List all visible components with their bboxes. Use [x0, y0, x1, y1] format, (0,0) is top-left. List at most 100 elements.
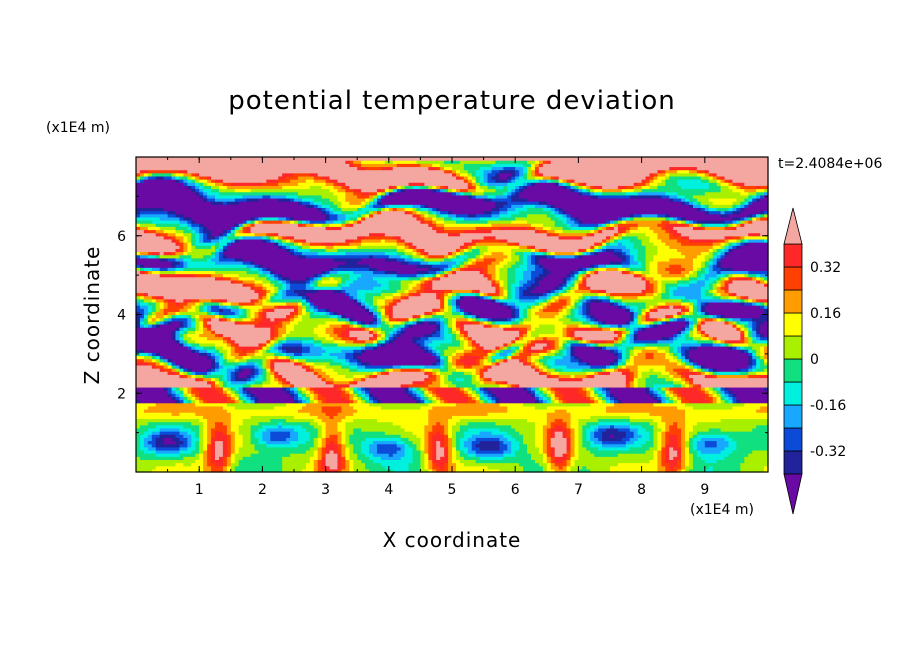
contour-cell — [598, 424, 611, 429]
contour-cell — [685, 465, 694, 470]
contour-cell — [428, 456, 433, 460]
contour-cell — [602, 248, 607, 253]
contour-cell — [649, 270, 658, 275]
contour-cell — [534, 434, 544, 438]
contour-cell — [136, 412, 173, 416]
contour-cell — [270, 235, 275, 240]
contour-cell — [392, 330, 398, 334]
contour-cell — [685, 383, 690, 388]
contour-cell — [136, 358, 145, 363]
contour-cell — [428, 396, 433, 401]
contour-cell — [483, 292, 489, 297]
contour-cell — [463, 377, 473, 382]
contour-cell — [704, 257, 710, 262]
contour-cell — [341, 276, 350, 281]
contour-cell — [428, 276, 433, 281]
contour-cell — [692, 257, 706, 262]
contour-cell — [448, 267, 453, 271]
contour-cell — [143, 409, 228, 413]
contour-cell — [455, 402, 500, 407]
contour-cell — [353, 223, 429, 227]
contour-cell — [282, 286, 287, 290]
contour-cell — [143, 440, 149, 445]
contour-cell — [467, 245, 473, 249]
contour-cell — [748, 361, 753, 366]
contour-cell — [689, 449, 698, 454]
contour-cell — [199, 317, 204, 322]
contour-cell — [669, 358, 678, 363]
contour-cell — [657, 468, 666, 473]
contour-cell — [230, 421, 244, 426]
contour-cell — [329, 276, 335, 281]
contour-cell — [681, 270, 690, 275]
contour-cell — [653, 323, 658, 328]
contour-cell — [574, 427, 579, 432]
contour-cell — [203, 346, 216, 350]
contour-cell — [136, 364, 153, 369]
contour-cell — [610, 386, 647, 391]
contour-cell — [463, 443, 473, 448]
contour-cell — [290, 314, 295, 319]
contour-cell — [452, 317, 457, 322]
contour-cell — [455, 352, 465, 357]
contour-cell — [681, 393, 706, 397]
contour-cell — [637, 431, 651, 435]
contour-cell — [139, 295, 145, 300]
contour-cell — [665, 267, 686, 271]
contour-cell — [602, 245, 607, 249]
contour-cell — [546, 352, 556, 357]
contour-cell — [408, 245, 414, 249]
contour-cell — [487, 295, 493, 300]
contour-cell — [207, 399, 228, 404]
contour-cell — [187, 245, 192, 249]
contour-cell — [230, 352, 240, 357]
contour-cell — [590, 267, 595, 271]
contour-cell — [230, 317, 236, 322]
contour-cell — [606, 346, 619, 350]
contour-cell — [380, 462, 410, 467]
contour-cell — [139, 301, 149, 306]
contour-cell — [317, 251, 346, 256]
contour-cell — [230, 393, 236, 397]
contour-cell — [708, 270, 718, 275]
contour-cell — [246, 270, 260, 275]
contour-cell — [586, 342, 591, 347]
contour-cell — [444, 257, 453, 262]
contour-cell — [590, 317, 595, 322]
contour-cell — [764, 346, 769, 350]
contour-cell — [475, 260, 493, 265]
contour-cell — [258, 371, 263, 375]
contour-cell — [337, 462, 342, 467]
contour-cell — [139, 254, 149, 259]
contour-cell — [455, 248, 461, 253]
contour-cell — [538, 446, 544, 451]
contour-cell — [542, 390, 548, 394]
contour-cell — [361, 327, 366, 331]
contour-cell — [222, 431, 228, 435]
contour-cell — [459, 320, 473, 325]
contour-cell — [515, 242, 520, 246]
contour-cell — [696, 311, 702, 316]
contour-cell — [621, 305, 627, 309]
contour-cell — [329, 333, 339, 338]
contour-cell — [574, 453, 579, 457]
contour-cell — [527, 260, 532, 265]
contour-cell — [665, 314, 670, 319]
contour-cell — [448, 251, 453, 256]
contour-cell — [653, 437, 658, 442]
contour-cell — [515, 346, 520, 350]
contour-cell — [199, 446, 204, 451]
contour-cell — [633, 358, 670, 363]
contour-cell — [689, 323, 694, 328]
contour-cell — [483, 235, 497, 240]
contour-cell — [700, 327, 737, 331]
contour-cell — [692, 317, 698, 322]
contour-cell — [495, 380, 504, 385]
contour-cell — [325, 226, 342, 231]
contour-cell — [309, 242, 323, 246]
contour-cell — [258, 440, 267, 445]
contour-cell — [653, 308, 658, 312]
contour-cell — [602, 223, 607, 227]
contour-cell — [444, 305, 449, 309]
contour-cell — [262, 371, 267, 375]
